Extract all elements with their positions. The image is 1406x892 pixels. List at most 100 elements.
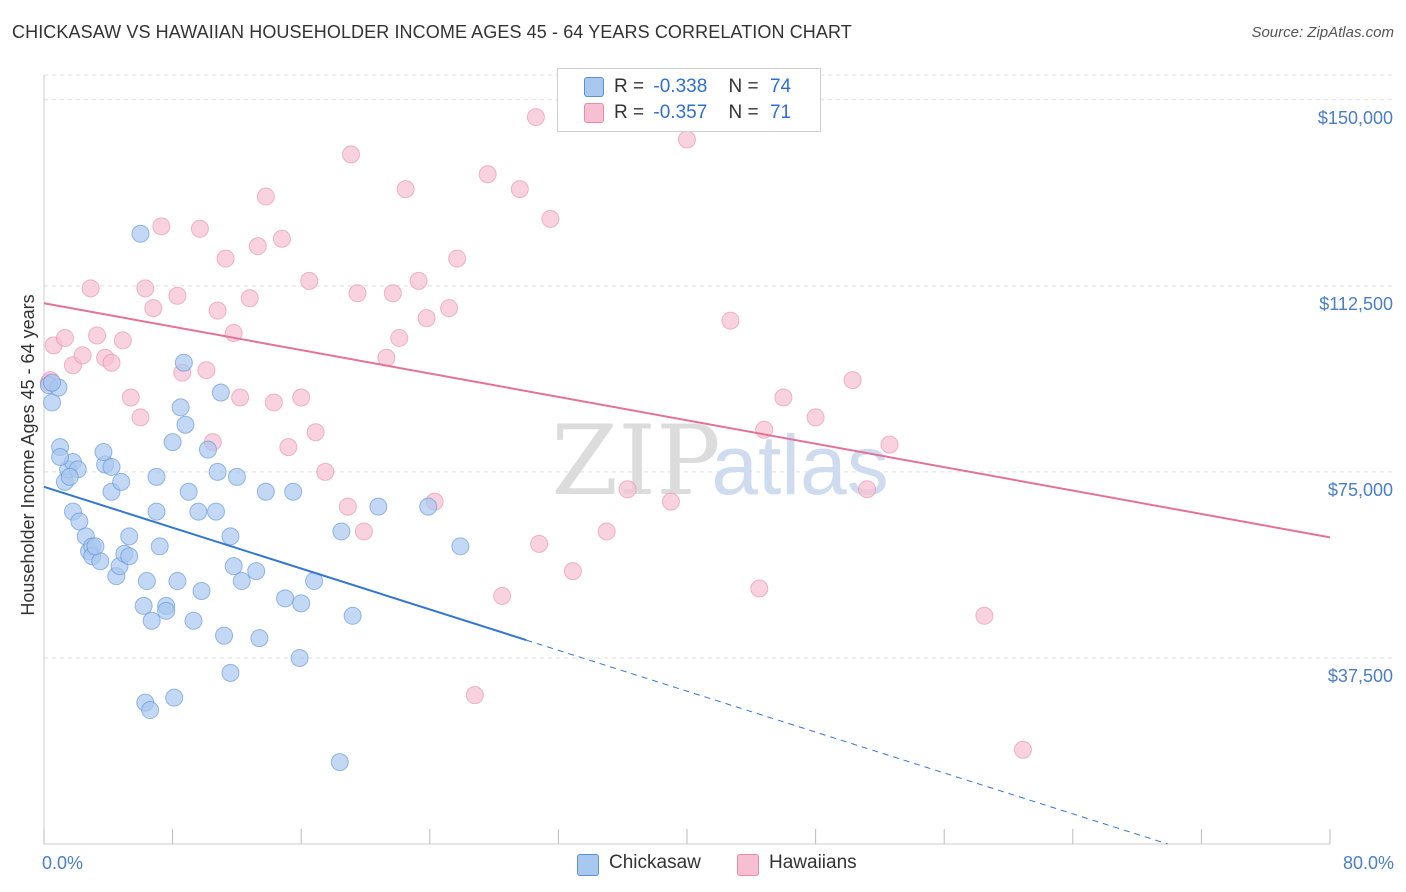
- hawaiians-point: [806, 408, 825, 427]
- chickasaw-point: [120, 547, 139, 566]
- chickasaw-point: [94, 443, 113, 462]
- chickasaw-point: [165, 688, 184, 707]
- chickasaw-point: [207, 502, 226, 521]
- chickasaw-point: [276, 589, 295, 608]
- chickasaw-point: [102, 457, 121, 476]
- hawaiians-point: [465, 686, 484, 705]
- chickasaw-point: [369, 497, 388, 516]
- chickasaw-point: [147, 502, 166, 521]
- chickasaw-point: [60, 467, 79, 486]
- hawaiians-point: [197, 361, 216, 380]
- legend: R = -0.338 N = 74 R = -0.357 N = 71: [557, 68, 821, 132]
- hawaiians-point: [231, 388, 250, 407]
- chickasaw-point: [419, 497, 438, 516]
- chickasaw-point: [112, 472, 131, 491]
- chickasaw-point: [451, 537, 470, 556]
- chickasaw-point: [141, 701, 160, 720]
- hawaiians-point: [678, 130, 696, 149]
- chickasaw-point: [184, 611, 203, 630]
- hawaiians-point: [440, 299, 459, 318]
- chickasaw-point: [211, 383, 230, 402]
- chickasaw-point: [189, 502, 208, 521]
- hawaiians-point: [55, 328, 74, 347]
- chickasaw-point: [247, 562, 266, 581]
- chickasaw-legend-label: Chickasaw: [609, 852, 701, 873]
- source-label: Source: ZipAtlas.com: [1251, 24, 1394, 41]
- hawaiians-point: [113, 331, 132, 350]
- chickasaw-point: [221, 527, 240, 546]
- hawaiians-point: [843, 371, 862, 390]
- watermark-atlas: atlas: [711, 418, 888, 512]
- chickasaw-swatch: [584, 77, 604, 97]
- chickasaw-point: [157, 601, 176, 620]
- hawaiians-point: [73, 346, 92, 365]
- n-label: N =: [728, 76, 759, 97]
- hawaiians-point: [208, 301, 227, 320]
- chickasaw-point: [134, 596, 153, 615]
- x-tick-label-max: 80.0%: [1343, 853, 1394, 873]
- hawaiians-point: [279, 438, 298, 457]
- chickasaw-point: [163, 433, 182, 452]
- chickasaw-point: [43, 393, 62, 412]
- chickasaw-point: [256, 482, 275, 501]
- hawaiians-point: [338, 497, 357, 516]
- chickasaw-point: [86, 537, 105, 556]
- chickasaw-point: [192, 581, 211, 600]
- chickasaw-point: [70, 512, 89, 531]
- hawaiians-point: [661, 492, 680, 511]
- hawaiians-point: [144, 299, 163, 318]
- chickasaw-point: [221, 663, 240, 682]
- hawaiians-point: [383, 284, 402, 303]
- chickasaw-point: [174, 353, 193, 372]
- hawaiians-point: [530, 534, 549, 553]
- hawaiians-point: [264, 393, 283, 412]
- hawaiians-point: [448, 249, 467, 268]
- hawaiians-point: [1013, 740, 1032, 759]
- watermark-zip: ZIP: [551, 405, 720, 517]
- chickasaw-point: [131, 224, 150, 243]
- chickasaw-point: [232, 572, 251, 591]
- hawaiians-point: [526, 108, 545, 127]
- hawaiians-point: [272, 229, 291, 248]
- chickasaw-points: [39, 224, 470, 772]
- chickasaw-point: [51, 448, 70, 467]
- watermark: ZIP atlas: [551, 405, 888, 517]
- x-tick-label-min: 0.0%: [42, 853, 83, 873]
- hawaiians-point: [880, 435, 899, 454]
- chickasaw-point: [250, 629, 269, 648]
- chickasaw-point: [179, 482, 198, 501]
- y-tick-label: $75,000: [1328, 480, 1393, 500]
- hawaiians-point: [597, 522, 616, 541]
- hawaiians-point: [292, 388, 311, 407]
- chickasaw-point: [171, 398, 190, 417]
- hawaiians-point: [81, 279, 100, 298]
- hawaiians-point: [136, 279, 155, 298]
- hawaiians-point: [354, 522, 373, 541]
- hawaiians-point: [306, 423, 325, 442]
- hawaiians-point: [102, 353, 121, 372]
- chickasaw-point: [292, 594, 311, 613]
- hawaiians-point: [168, 286, 187, 305]
- chickasaw-point: [215, 626, 234, 645]
- hawaiians-point: [417, 309, 436, 328]
- hawaiians-point: [975, 606, 994, 625]
- hawaiians-point: [478, 165, 497, 184]
- hawaiians-point: [493, 586, 512, 605]
- chickasaw-point: [198, 440, 217, 459]
- hawaiians-swatch: [737, 854, 759, 876]
- hawaiians-swatch: [584, 103, 604, 123]
- hawaiians-n-value: 71: [769, 102, 792, 123]
- hawaiians-trend-line: [43, 302, 1331, 539]
- hawaiians-point: [248, 237, 267, 256]
- hawaiians-point: [88, 326, 107, 345]
- chickasaw-point: [91, 552, 110, 571]
- n-label: N =: [728, 102, 759, 123]
- chickasaw-point: [224, 557, 243, 576]
- chickasaw-point: [284, 482, 303, 501]
- chickasaw-point: [227, 467, 246, 486]
- chickasaw-swatch: [577, 854, 599, 876]
- hawaiians-point: [348, 284, 367, 303]
- chickasaw-point: [120, 527, 139, 546]
- y-axis-label: Householder Income Ages 45 - 64 years: [18, 294, 38, 615]
